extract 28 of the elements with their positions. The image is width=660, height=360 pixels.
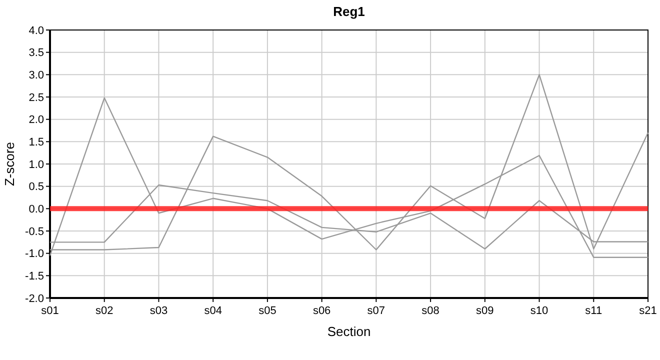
y-tick-label: 2.5 — [28, 92, 44, 104]
y-tick-label: 3.5 — [28, 47, 44, 60]
y-tick-label: 0.5 — [28, 181, 44, 194]
x-tick-label: s03 — [150, 305, 168, 317]
y-tick-label: -1.0 — [25, 248, 44, 260]
x-tick-label: s04 — [204, 305, 222, 317]
x-tick-label: s08 — [422, 305, 440, 317]
x-tick-label: s10 — [530, 305, 548, 317]
x-tick-label: s02 — [95, 305, 114, 317]
x-tick-label: s09 — [476, 305, 494, 317]
x-tick-label: s07 — [367, 305, 386, 317]
y-tick-label: 4.0 — [28, 24, 44, 37]
y-tick-label: 1.5 — [28, 136, 44, 149]
x-tick-label: s06 — [312, 305, 331, 317]
chart-title: Reg1 — [333, 4, 365, 19]
y-tick-label: -0.5 — [25, 226, 44, 238]
y-tick-label: 3.0 — [28, 70, 44, 82]
y-tick-label: 2.0 — [28, 114, 44, 126]
y-tick-label: -2.0 — [25, 292, 44, 305]
y-tick-label: -1.5 — [25, 270, 44, 283]
x-tick-label: s11 — [585, 305, 602, 317]
x-tick-label: s21 — [639, 305, 657, 317]
y-tick-label: 1.0 — [28, 158, 44, 171]
y-tick-label: 0.0 — [28, 204, 44, 216]
x-tick-label: s05 — [258, 305, 276, 317]
x-tick-label: s01 — [41, 305, 59, 317]
x-axis-title: Section — [327, 324, 371, 339]
y-axis-title: Z-score — [2, 142, 17, 186]
